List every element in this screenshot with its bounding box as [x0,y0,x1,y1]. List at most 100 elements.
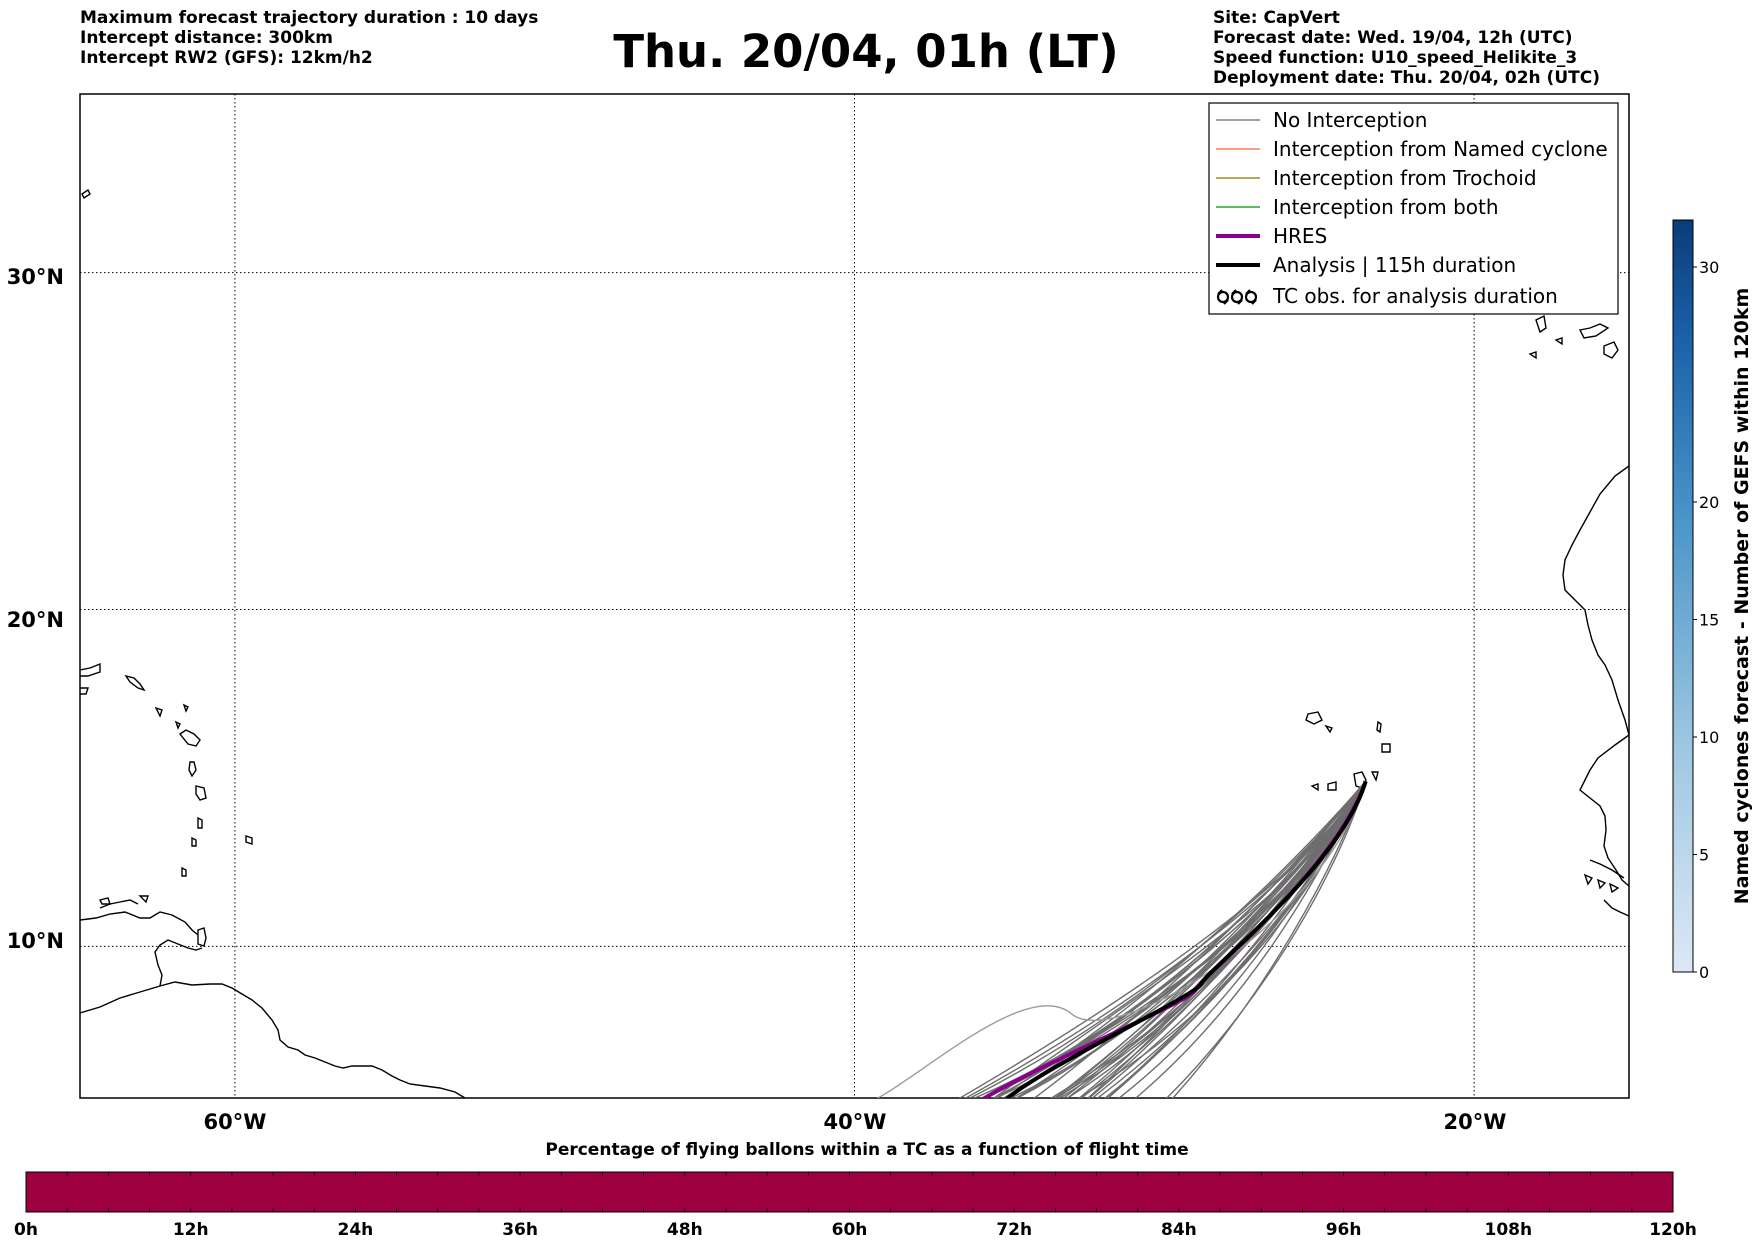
island-brava [1310,783,1319,792]
colorbar-named-cyclones: 0 5 10 15 20 30 Named cyclones forecast - Num… [1672,219,1752,982]
island-fogo [1327,781,1337,791]
percentage-bar-title: Percentage of flying ballons within a TC… [545,1140,1188,1160]
lat-label-30n: 30°N [7,265,64,289]
coastline-africa [1562,465,1629,736]
ensemble-trajectory [1165,781,1367,1098]
island-st-lucia [197,816,203,829]
coastline-guinea [1589,859,1625,879]
lon-label-20w: 20°W [1444,1110,1507,1134]
map-title: Thu. 20/04, 01h (LT) [613,25,1119,78]
coastline-venezuela [154,939,203,987]
island-virgin-islands [124,674,146,692]
percentage-bar: Percentage of flying ballons within a TC… [14,1140,1697,1240]
percentage-bar-tick-label: 96h [1326,1220,1362,1240]
colorbar-title: Named cyclones forecast - Number of GEFS… [1731,288,1752,905]
lat-label-20n: 20°N [7,608,64,632]
header-right-line: Forecast date: Wed. 19/04, 12h (UTC) [1213,28,1573,48]
island-dominica [188,761,197,778]
percentage-bar-tick-label: 0h [14,1220,38,1240]
island-maio [1370,771,1379,783]
percentage-bar-tick-label: 24h [338,1220,374,1240]
legend-label: Interception from Trochoid [1273,166,1537,190]
legend-label: Analysis | 115h duration [1273,253,1516,277]
percentage-bar-tick-label: 120h [1649,1220,1697,1240]
island-gran-canaria [1603,341,1619,359]
colorbar-tick-label: 30 [1699,258,1719,277]
percentage-bar-tick-label: 72h [996,1220,1032,1240]
coastlines [80,188,1629,1098]
header-left-info: Maximum forecast trajectory duration : 1… [80,8,538,68]
legend-label: Interception from Named cyclone [1273,137,1608,161]
coastline-sierra-leone [1603,899,1629,917]
colorbar-tick-label: 15 [1699,611,1719,630]
island-tobago [138,895,149,904]
colorbar-tick-label: 20 [1699,493,1719,512]
island-sal [1376,720,1382,734]
latitude-labels: 30°N 20°N 10°N [7,265,64,953]
coastline-trinidad [197,927,207,947]
island-st-vincent [191,836,197,847]
legend-label: TC obs. for analysis duration [1272,284,1558,308]
island-antigua [182,703,189,713]
trajectories [876,780,1368,1098]
legend-box [1208,102,1619,315]
percentage-bar-tick-label: 108h [1485,1220,1533,1240]
island-lanzarote [1578,323,1610,339]
coastline-bissau-islands [1583,873,1620,894]
analysis-trajectory [1004,780,1368,1098]
percentage-bar-tick-label: 84h [1161,1220,1197,1240]
island-barbados [245,835,253,845]
percentage-bar-tick-label: 12h [173,1220,209,1240]
coastline-caribbean-south [80,911,199,936]
lat-label-10n: 10°N [7,929,64,953]
ensemble-trajectory [1053,780,1367,1098]
tc-symbol-icon [1216,289,1258,305]
legend-label: HRES [1273,224,1327,248]
island-la-gomera [1554,337,1563,346]
island-anguilla [154,706,163,718]
island-sao-vicente [1324,724,1333,734]
ensemble-trajectory [1062,780,1367,1098]
percentage-bar-ticks: 0h 12h 24h 36h 48h 60h 72h 84h 96h 108h 120h [14,1172,1697,1240]
island-martinique [195,785,207,801]
colorbar-tick-label: 10 [1699,728,1719,747]
legend-label: No Interception [1273,108,1427,132]
island-tenerife [1535,314,1547,334]
colorbar-gradient [1672,219,1694,973]
coastline-south-america [80,981,466,1098]
island-santo-antao [1305,711,1323,725]
colorbar-tick-label: 0 [1699,963,1709,982]
header-left-line: Maximum forecast trajectory duration : 1… [80,8,539,28]
legend: No Interception Interception from Named … [1208,102,1619,315]
island-boa-vista [1381,743,1391,753]
header-right-line: Speed function: U10_speed_Helikite_3 [1213,48,1578,68]
colorbar-ticks: 0 5 10 15 20 30 [1693,258,1719,982]
header-right-line: Site: CapVert [1213,8,1340,28]
percentage-bar-tick-label: 36h [502,1220,538,1240]
coastline-africa-senegal [1579,734,1629,887]
header-left-line: Intercept RW2 (GFS): 12km/h2 [80,48,373,68]
percentage-bar-tick-label: 60h [832,1220,868,1240]
coastline-gulf [99,899,139,909]
percentage-bar-fill [25,1171,1674,1213]
colorbar-tick-label: 5 [1699,846,1709,865]
ensemble-trajectory [876,781,1367,1098]
legend-label: Interception from both [1273,195,1499,219]
lon-label-60w: 60°W [204,1110,267,1134]
island-hispaniola [80,687,89,695]
percentage-bar-tick-label: 48h [667,1220,703,1240]
ensemble-trajectory [1104,780,1367,1098]
island-grenada [181,866,187,877]
island-bermuda-edge [81,188,91,200]
island-guadeloupe [178,729,201,747]
island-curacao [98,897,111,905]
island-puerto-rico [80,662,101,677]
island-el-hierro [1528,351,1537,360]
longitude-labels: 60°W 40°W 20°W [204,1110,1507,1134]
header-right-info: Site: CapVert Forecast date: Wed. 19/04,… [1213,8,1600,88]
graticule [80,94,1629,1098]
lon-label-40w: 40°W [824,1110,887,1134]
island-montserrat [174,720,181,730]
header-right-line: Deployment date: Thu. 20/04, 02h (UTC) [1213,68,1600,88]
